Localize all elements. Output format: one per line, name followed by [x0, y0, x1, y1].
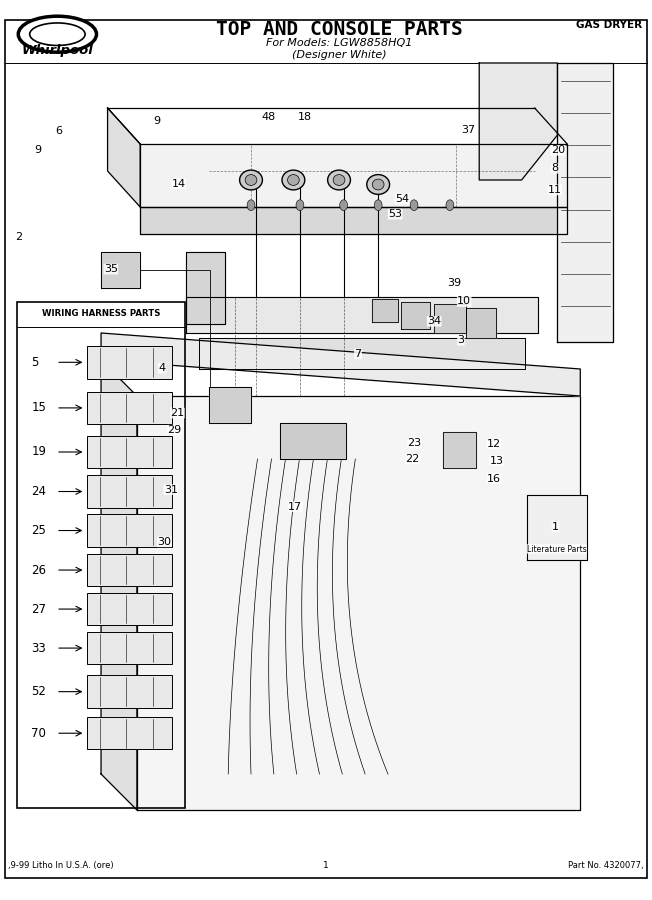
Polygon shape — [443, 432, 476, 468]
Text: 9: 9 — [35, 145, 41, 156]
Text: 29: 29 — [168, 425, 182, 436]
Text: Whirlpool: Whirlpool — [22, 44, 93, 57]
Text: 35: 35 — [104, 264, 118, 274]
Polygon shape — [137, 396, 580, 810]
Ellipse shape — [366, 175, 390, 194]
Text: 20: 20 — [551, 145, 565, 156]
Text: 16: 16 — [487, 473, 501, 484]
Text: For Models: LGW8858HQ1: For Models: LGW8858HQ1 — [266, 38, 412, 48]
Polygon shape — [186, 252, 225, 324]
Text: ,9-99 Litho In U.S.A. (ore): ,9-99 Litho In U.S.A. (ore) — [8, 861, 114, 870]
Bar — [87, 436, 172, 468]
Text: 26: 26 — [31, 563, 46, 577]
Bar — [87, 554, 172, 586]
Text: WIRING HARNESS PARTS: WIRING HARNESS PARTS — [42, 309, 160, 318]
Polygon shape — [101, 360, 137, 810]
Circle shape — [296, 200, 304, 211]
Text: 19: 19 — [31, 446, 46, 458]
Bar — [87, 593, 172, 626]
Text: 34: 34 — [427, 316, 441, 327]
Text: 33: 33 — [31, 642, 46, 654]
Bar — [87, 346, 172, 379]
Text: 7: 7 — [355, 348, 361, 359]
Ellipse shape — [328, 170, 351, 190]
Text: 21: 21 — [170, 408, 185, 418]
Text: 13: 13 — [490, 455, 504, 466]
Text: 6: 6 — [55, 125, 62, 136]
Text: 18: 18 — [298, 112, 312, 122]
Text: 1: 1 — [552, 521, 559, 532]
Bar — [87, 632, 172, 664]
Polygon shape — [466, 308, 496, 338]
Circle shape — [374, 200, 382, 211]
Bar — [87, 676, 172, 708]
Text: 53: 53 — [388, 209, 402, 220]
Polygon shape — [199, 338, 525, 369]
Polygon shape — [557, 63, 613, 342]
Text: 12: 12 — [487, 438, 501, 449]
Polygon shape — [401, 302, 430, 328]
Text: 9: 9 — [153, 116, 160, 127]
Text: 2: 2 — [15, 231, 22, 242]
Text: 17: 17 — [288, 501, 303, 512]
Text: 24: 24 — [31, 485, 46, 498]
Bar — [87, 514, 172, 546]
Text: 14: 14 — [171, 178, 186, 189]
Circle shape — [410, 200, 418, 211]
Polygon shape — [527, 495, 587, 560]
Text: 1: 1 — [323, 861, 329, 870]
Polygon shape — [101, 252, 140, 288]
Text: Literature Parts: Literature Parts — [527, 544, 587, 554]
Polygon shape — [186, 297, 538, 333]
Text: 8: 8 — [552, 163, 558, 174]
Polygon shape — [280, 423, 346, 459]
Text: 70: 70 — [31, 726, 46, 740]
Text: 10: 10 — [457, 296, 471, 307]
Bar — [87, 392, 172, 424]
Circle shape — [340, 200, 348, 211]
Text: 48: 48 — [261, 112, 276, 122]
Text: 11: 11 — [548, 184, 562, 195]
Ellipse shape — [372, 179, 384, 190]
Ellipse shape — [333, 175, 345, 185]
Polygon shape — [479, 63, 557, 180]
Polygon shape — [108, 108, 140, 207]
Text: 39: 39 — [447, 278, 462, 289]
Text: 3: 3 — [458, 335, 464, 346]
Bar — [17, 302, 185, 808]
Text: 23: 23 — [408, 437, 422, 448]
Ellipse shape — [240, 170, 262, 190]
Text: 5: 5 — [31, 356, 38, 369]
Polygon shape — [434, 304, 466, 333]
Text: 30: 30 — [157, 536, 171, 547]
Text: 37: 37 — [461, 124, 475, 135]
Circle shape — [446, 200, 454, 211]
Polygon shape — [140, 144, 567, 207]
Circle shape — [247, 200, 255, 211]
Polygon shape — [101, 333, 580, 396]
Text: 52: 52 — [31, 685, 46, 698]
Text: 22: 22 — [406, 454, 420, 464]
Text: 31: 31 — [164, 484, 178, 495]
Text: 4: 4 — [158, 363, 165, 374]
Polygon shape — [209, 387, 251, 423]
Text: GAS DRYER: GAS DRYER — [576, 20, 642, 30]
Polygon shape — [140, 207, 567, 234]
Ellipse shape — [30, 23, 85, 46]
Text: Part No. 4320077,: Part No. 4320077, — [568, 861, 644, 870]
Bar — [87, 717, 172, 750]
Text: 25: 25 — [31, 524, 46, 537]
Ellipse shape — [288, 175, 299, 185]
Text: (Designer White): (Designer White) — [291, 50, 387, 60]
Text: 15: 15 — [31, 401, 46, 414]
Polygon shape — [372, 299, 398, 322]
Text: 54: 54 — [395, 194, 409, 204]
Bar — [87, 475, 172, 508]
Text: 27: 27 — [31, 603, 46, 616]
Ellipse shape — [245, 175, 257, 185]
Ellipse shape — [282, 170, 305, 190]
Ellipse shape — [18, 16, 96, 52]
Text: TOP AND CONSOLE PARTS: TOP AND CONSOLE PARTS — [216, 20, 462, 39]
